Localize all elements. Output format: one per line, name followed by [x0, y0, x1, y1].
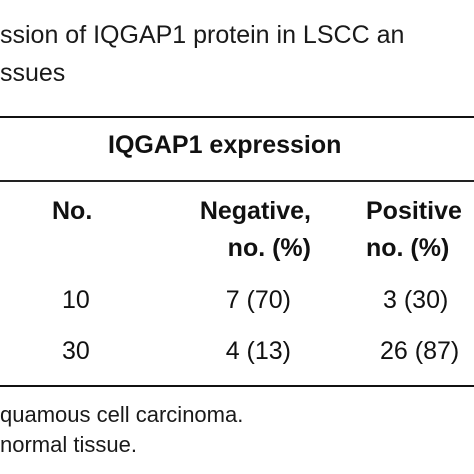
table-row-2-positive: 26 (87) [380, 337, 460, 365]
group-header: IQGAP1 expression [108, 131, 342, 159]
table-row-1-no: 10 [62, 286, 90, 314]
column-header-negative-line-1: Negative, [199, 197, 311, 225]
footnote-line-2: normal tissue. [0, 432, 137, 457]
table-caption-line-2: ssues [0, 59, 66, 87]
column-header-negative-line-2: no. (%) [227, 234, 311, 262]
column-header-positive-line-1: Positive [366, 197, 462, 225]
table-caption-line-1: ssion of IQGAP1 protein in LSCC an [0, 21, 405, 49]
table-row-1-positive: 3 (30) [383, 286, 449, 314]
table-row-1-negative: 7 (70) [225, 286, 291, 314]
footnote-line-1: quamous cell carcinoma. [0, 402, 244, 427]
column-header-positive-line-2: no. (%) [366, 234, 450, 262]
table-top-rule [0, 116, 474, 118]
table-bottom-rule [0, 385, 474, 387]
table-row-2-negative: 4 (13) [225, 337, 291, 365]
group-header-rule [0, 180, 474, 182]
table-row-2-no: 30 [62, 337, 90, 365]
column-header-no: No. [52, 197, 93, 225]
